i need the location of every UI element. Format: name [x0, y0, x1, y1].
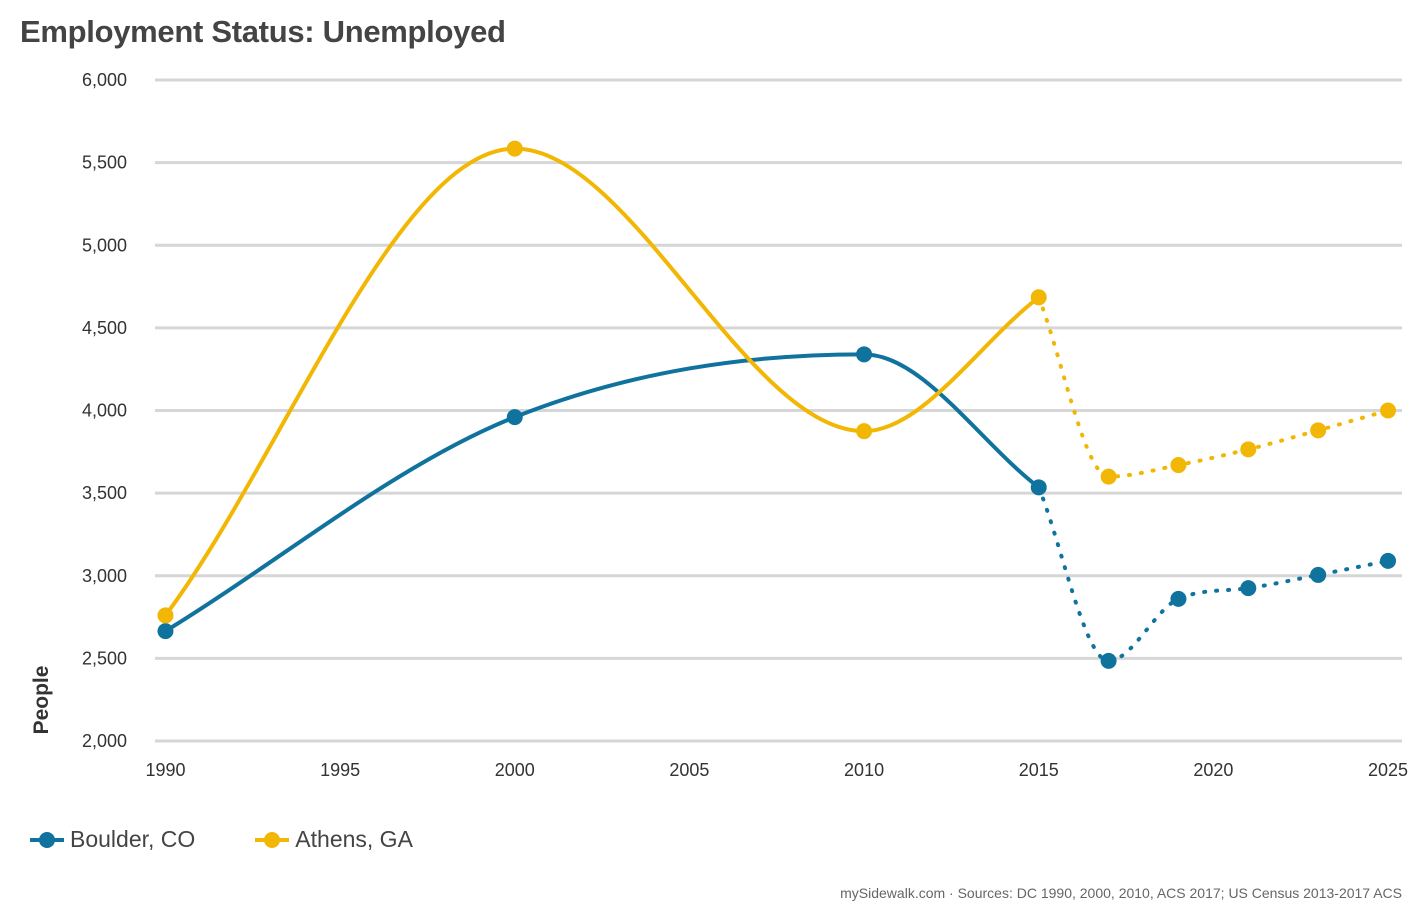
series-lines — [163, 146, 1391, 663]
data-point-athens[interactable] — [1030, 289, 1047, 306]
legend-item-boulder[interactable]: Boulder, CO — [30, 826, 195, 853]
x-tick-label: 1990 — [145, 760, 185, 780]
data-point-boulder[interactable] — [1030, 479, 1047, 496]
series-line-athens-projected — [1036, 295, 1391, 479]
data-point-athens[interactable] — [856, 423, 873, 440]
x-axis-ticks: 1990 1995 2000 2005 2010 2015 2020 2025 — [145, 760, 1408, 780]
y-tick-label: 2,500 — [82, 648, 127, 668]
data-point-boulder[interactable] — [1170, 590, 1187, 607]
legend-swatch-athens — [255, 831, 290, 849]
source-note: mySidewalk.com · Sources: DC 1990, 2000,… — [840, 885, 1402, 901]
data-point-athens[interactable] — [1170, 457, 1187, 474]
x-tick-label: 2010 — [844, 760, 884, 780]
y-tick-label: 4,000 — [82, 401, 127, 421]
x-tick-label: 2000 — [495, 760, 535, 780]
data-point-athens[interactable] — [1310, 422, 1327, 439]
y-tick-label: 5,500 — [82, 153, 127, 173]
legend-dot-athens — [264, 831, 281, 848]
series-line-boulder-projected — [1036, 485, 1391, 663]
y-tick-label: 6,000 — [82, 70, 127, 90]
data-point-athens[interactable] — [506, 140, 523, 157]
gridlines — [155, 78, 1402, 743]
legend-label-boulder: Boulder, CO — [70, 826, 196, 852]
y-tick-label: 3,500 — [82, 483, 127, 503]
legend-dot-boulder — [39, 831, 55, 848]
chart-title: Employment Status: Unemployed — [20, 14, 506, 49]
data-point-athens[interactable] — [1240, 441, 1257, 458]
legend-label-athens: Athens, GA — [295, 826, 413, 852]
data-point-boulder[interactable] — [1380, 552, 1397, 569]
data-point-boulder[interactable] — [856, 346, 873, 363]
legend-item-athens[interactable]: Athens, GA — [255, 826, 413, 853]
data-point-athens[interactable] — [1380, 402, 1397, 419]
data-point-boulder[interactable] — [1240, 580, 1257, 597]
data-point-athens[interactable] — [157, 607, 174, 624]
y-tick-label: 4,500 — [82, 318, 127, 338]
x-tick-label: 2025 — [1368, 760, 1408, 780]
data-point-boulder[interactable] — [1310, 566, 1327, 583]
y-tick-label: 5,000 — [82, 235, 127, 255]
legend: Boulder, CO Athens, GA — [30, 826, 473, 853]
data-point-athens[interactable] — [1100, 468, 1117, 485]
y-tick-label: 3,000 — [82, 566, 127, 586]
x-tick-label: 1995 — [320, 760, 360, 780]
y-axis-label: People — [30, 666, 53, 735]
data-point-boulder[interactable] — [1100, 652, 1117, 669]
data-point-boulder[interactable] — [506, 409, 523, 426]
x-tick-label: 2005 — [669, 760, 709, 780]
data-points — [157, 140, 1397, 669]
x-tick-label: 2020 — [1193, 760, 1233, 780]
series-line-athens-actual — [163, 146, 1041, 618]
x-tick-label: 2015 — [1019, 760, 1059, 780]
series-line-boulder-actual — [163, 352, 1041, 634]
y-axis-ticks: 2,000 2,500 3,000 3,500 4,000 4,500 5,000 5,500… — [82, 70, 127, 751]
legend-swatch-boulder — [30, 831, 64, 849]
y-tick-label: 2,000 — [82, 731, 127, 751]
data-point-boulder[interactable] — [157, 623, 174, 640]
